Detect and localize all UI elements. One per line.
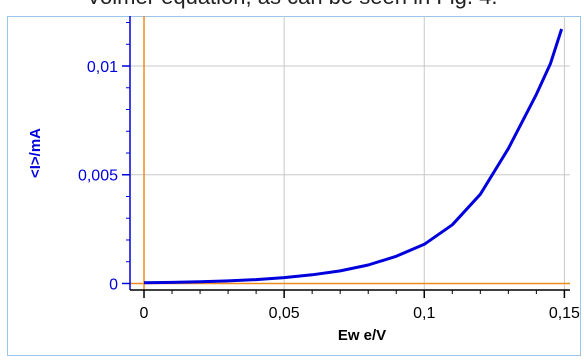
y-axis-title: <I>/mA	[27, 128, 44, 178]
x-axis-title: Ew e/V	[338, 327, 386, 344]
tick-labels: 0 0,005 0,01 0 0,05 0,1 0,15	[78, 59, 580, 322]
x-tick-label-1: 0,05	[269, 305, 300, 322]
y-tick-label-2: 0,01	[87, 59, 118, 76]
y-tick-label-1: 0,005	[78, 168, 118, 185]
series-line-current	[143, 28, 564, 285]
x-tick-label-3: 0,15	[549, 305, 580, 322]
axes	[122, 16, 570, 298]
series-layer	[143, 28, 564, 285]
x-tick-label-2: 0,1	[413, 305, 435, 322]
zero-lines	[130, 16, 570, 290]
x-tick-label-0: 0	[140, 305, 149, 322]
y-tick-label-0: 0	[109, 276, 118, 293]
caption-fragment: Volmer equation, as can be seen in Fig. …	[0, 0, 584, 14]
